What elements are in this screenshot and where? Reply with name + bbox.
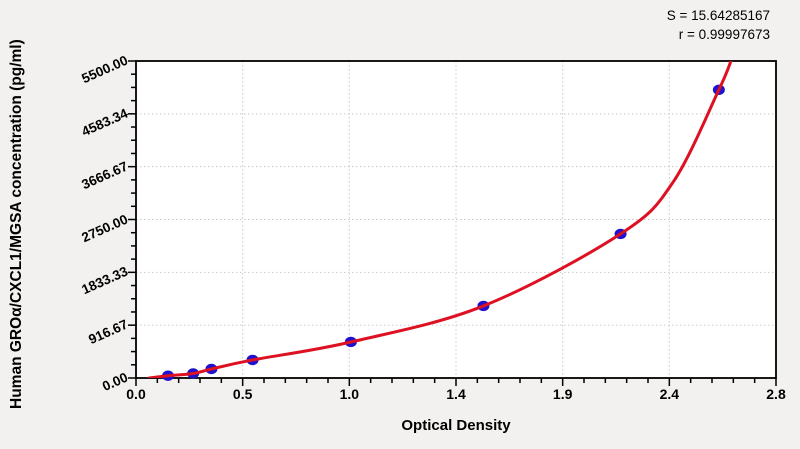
stat-s-value: S = 15.64285167 (666, 8, 770, 23)
x-tick-label: 2.8 (766, 386, 786, 402)
x-tick-label: 2.4 (659, 386, 680, 402)
x-tick-label: 0.5 (232, 386, 253, 402)
x-tick-label: 1.9 (552, 386, 573, 402)
fitted-curve (147, 61, 733, 378)
fit-statistics: S = 15.64285167 r = 0.99997673 (667, 6, 770, 44)
x-axis-title: Optical Density (401, 417, 511, 434)
x-tick-label: 0.0 (126, 386, 146, 402)
stat-r-value: r = 0.99997673 (678, 27, 770, 42)
x-tick-label: 1.0 (339, 386, 360, 402)
y-axis-title: Human GROα/CXCL1/MGSA concentration (pg/… (8, 39, 25, 410)
x-tick-label: 1.4 (446, 386, 466, 402)
